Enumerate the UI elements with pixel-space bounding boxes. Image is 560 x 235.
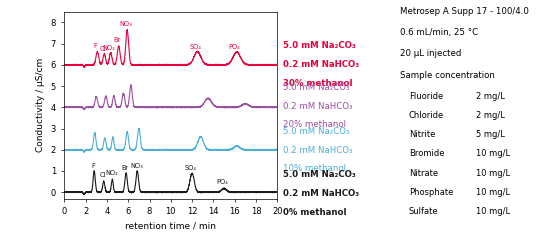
Text: PO₄: PO₄ [217, 179, 228, 185]
Text: 0.2 mM NaHCO₃: 0.2 mM NaHCO₃ [283, 189, 359, 198]
Text: Fluoride: Fluoride [409, 92, 443, 101]
Text: 5.0 mM Na₂CO₃: 5.0 mM Na₂CO₃ [283, 170, 356, 179]
Text: SO₄: SO₄ [189, 43, 201, 50]
Text: 2 mg/L: 2 mg/L [476, 111, 505, 120]
Text: 10 mg/L: 10 mg/L [476, 207, 510, 216]
Text: Phosphate: Phosphate [409, 188, 453, 197]
Text: 10 mg/L: 10 mg/L [476, 169, 510, 178]
Text: 5.0 mM Na₂CO₃: 5.0 mM Na₂CO₃ [283, 127, 349, 136]
Text: NO₂: NO₂ [105, 170, 118, 176]
Text: 20 μL injected: 20 μL injected [400, 49, 462, 58]
Text: NO₃: NO₃ [130, 163, 143, 169]
Text: F: F [92, 163, 96, 169]
Text: 5 mg/L: 5 mg/L [476, 130, 505, 139]
Text: SO₄: SO₄ [184, 165, 196, 171]
Text: Sulfate: Sulfate [409, 207, 438, 216]
Text: 10% methanol: 10% methanol [283, 164, 346, 173]
Text: 30% methanol: 30% methanol [283, 79, 352, 88]
Text: 0.2 mM NaHCO₃: 0.2 mM NaHCO₃ [283, 146, 352, 155]
Text: PO₄: PO₄ [229, 43, 240, 50]
Text: Sample concentration: Sample concentration [400, 70, 495, 79]
Text: 20% methanol: 20% methanol [283, 121, 346, 129]
Text: 2 mg/L: 2 mg/L [476, 92, 505, 101]
Text: 0.2 mM NaHCO₃: 0.2 mM NaHCO₃ [283, 60, 359, 69]
Text: Br: Br [114, 37, 121, 43]
Text: 0% methanol: 0% methanol [283, 208, 346, 216]
Text: Nitrate: Nitrate [409, 169, 438, 178]
Text: Cl: Cl [100, 172, 106, 178]
Text: 10 mg/L: 10 mg/L [476, 188, 510, 197]
Text: Nitrite: Nitrite [409, 130, 435, 139]
Text: Chloride: Chloride [409, 111, 444, 120]
Text: NO₂: NO₂ [103, 45, 116, 51]
Text: F: F [94, 43, 97, 49]
Text: 0.2 mM NaHCO₃: 0.2 mM NaHCO₃ [283, 102, 352, 111]
Y-axis label: Conductivity / μS/cm: Conductivity / μS/cm [36, 58, 45, 152]
X-axis label: retention time / min: retention time / min [125, 221, 216, 231]
Text: 0.6 mL/min, 25 °C: 0.6 mL/min, 25 °C [400, 28, 479, 37]
Text: Cl: Cl [99, 46, 106, 52]
Text: 5.0 mM Na₂CO₃: 5.0 mM Na₂CO₃ [283, 83, 349, 92]
Text: Metrosep A Supp 17 - 100/4.0: Metrosep A Supp 17 - 100/4.0 [400, 7, 529, 16]
Text: Br: Br [122, 165, 129, 171]
Text: Bromide: Bromide [409, 149, 444, 158]
Text: 10 mg/L: 10 mg/L [476, 149, 510, 158]
Text: 5.0 mM Na₂CO₃: 5.0 mM Na₂CO₃ [283, 41, 356, 51]
Text: NO₃: NO₃ [119, 21, 132, 27]
